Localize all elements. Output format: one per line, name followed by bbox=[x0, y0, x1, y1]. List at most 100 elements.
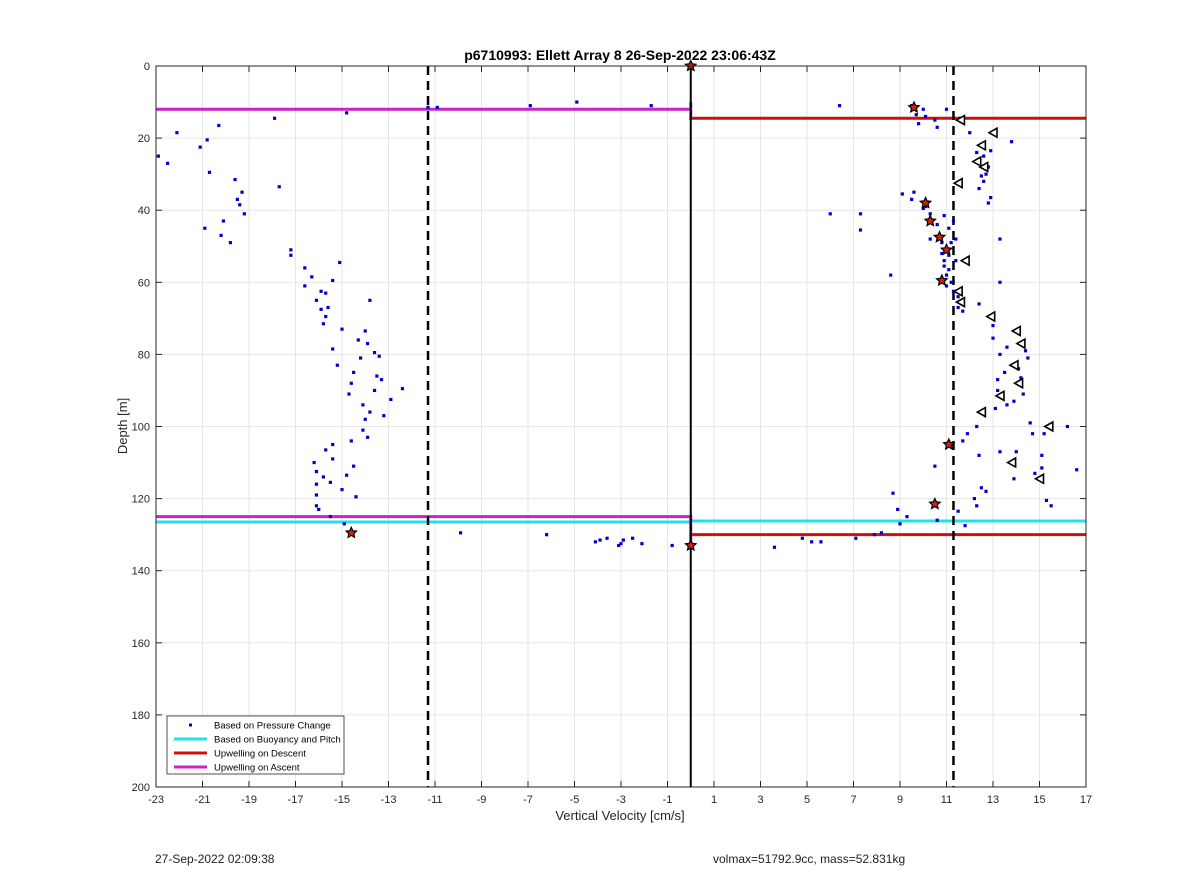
y-axis-label: Depth [m] bbox=[115, 398, 130, 454]
y-tick-label: 200 bbox=[132, 782, 150, 794]
data-point bbox=[365, 341, 370, 346]
y-tick-label: 20 bbox=[138, 133, 150, 145]
data-point bbox=[372, 388, 377, 393]
data-point bbox=[528, 104, 532, 108]
data-point bbox=[363, 329, 367, 333]
data-point bbox=[207, 170, 212, 174]
data-point bbox=[240, 190, 244, 194]
x-tick-label: 15 bbox=[1033, 794, 1045, 806]
y-tick-label: 80 bbox=[138, 349, 150, 361]
data-point bbox=[891, 491, 895, 495]
y-tick-label: 160 bbox=[132, 638, 150, 650]
data-point bbox=[272, 116, 277, 120]
triangle-marker bbox=[954, 114, 966, 126]
star-marker bbox=[928, 497, 942, 510]
data-point bbox=[317, 507, 321, 512]
x-tick-label: -9 bbox=[477, 794, 487, 806]
x-tick-label: 7 bbox=[850, 794, 856, 806]
data-point bbox=[319, 289, 323, 293]
data-point bbox=[340, 487, 344, 492]
data-point bbox=[858, 212, 863, 216]
data-point bbox=[935, 125, 939, 129]
data-point bbox=[375, 374, 379, 378]
legend: Based on Pressure Change Based on Buoyanc… bbox=[166, 715, 345, 775]
data-point bbox=[314, 469, 319, 474]
triangle-marker bbox=[975, 139, 987, 152]
data-point bbox=[363, 417, 367, 421]
data-point bbox=[324, 314, 328, 319]
data-point bbox=[331, 442, 335, 447]
data-point bbox=[349, 381, 353, 385]
triangle-marker bbox=[1043, 420, 1054, 433]
data-point bbox=[324, 448, 328, 452]
data-point bbox=[598, 538, 602, 542]
data-point bbox=[219, 233, 223, 238]
data-point bbox=[228, 241, 232, 245]
data-point bbox=[772, 545, 777, 549]
data-point bbox=[956, 509, 960, 513]
data-point bbox=[828, 212, 832, 216]
data-layer bbox=[156, 59, 1086, 787]
data-point bbox=[912, 190, 916, 194]
data-point bbox=[900, 192, 904, 196]
data-point bbox=[349, 439, 353, 443]
data-point bbox=[998, 280, 1002, 284]
data-point bbox=[998, 352, 1002, 356]
star-marker bbox=[935, 273, 949, 287]
data-point bbox=[621, 538, 625, 542]
data-point bbox=[435, 105, 439, 110]
x-tick-label: -7 bbox=[523, 794, 533, 806]
data-point bbox=[944, 284, 949, 288]
data-point bbox=[854, 536, 858, 540]
data-point bbox=[979, 486, 983, 490]
data-point bbox=[426, 105, 430, 110]
footer-timestamp: 27-Sep-2022 02:09:38 bbox=[155, 852, 275, 866]
data-point bbox=[928, 237, 932, 241]
x-axis-label: Vertical Velocity [cm/s] bbox=[555, 808, 684, 823]
data-point bbox=[303, 284, 307, 288]
data-point bbox=[233, 177, 237, 182]
star-marker bbox=[932, 230, 947, 243]
data-point bbox=[1003, 370, 1007, 375]
data-point bbox=[961, 439, 965, 443]
legend-label: Based on Pressure Change bbox=[214, 721, 331, 732]
x-tick-label: 1 bbox=[711, 794, 717, 806]
data-point bbox=[914, 113, 918, 117]
data-point bbox=[314, 504, 319, 508]
y-tick-label: 180 bbox=[132, 710, 150, 722]
star-marker bbox=[684, 538, 698, 552]
triangle-marker bbox=[975, 406, 987, 418]
data-point bbox=[361, 428, 365, 432]
data-point bbox=[837, 104, 842, 108]
data-point bbox=[935, 518, 939, 522]
star-marker bbox=[344, 525, 358, 539]
data-point bbox=[947, 253, 951, 257]
data-point bbox=[896, 507, 900, 512]
data-point bbox=[205, 138, 209, 142]
data-point bbox=[942, 214, 946, 218]
data-point bbox=[340, 327, 344, 331]
data-point bbox=[1012, 477, 1016, 481]
data-point bbox=[368, 298, 372, 302]
x-tick-label: -13 bbox=[381, 794, 397, 806]
data-point bbox=[372, 350, 377, 355]
data-point bbox=[631, 536, 635, 540]
data-point bbox=[947, 226, 951, 230]
triangle-marker bbox=[952, 177, 963, 190]
star-marker bbox=[939, 242, 954, 256]
x-tick-label: 17 bbox=[1080, 794, 1092, 806]
data-point bbox=[951, 219, 956, 223]
data-point bbox=[819, 540, 823, 544]
triangle-marker bbox=[985, 310, 996, 323]
data-point bbox=[1075, 468, 1079, 472]
data-point bbox=[1005, 403, 1009, 407]
y-tick-label: 140 bbox=[132, 566, 150, 578]
data-point bbox=[365, 435, 370, 439]
triangle-marker bbox=[1010, 325, 1022, 337]
data-point bbox=[235, 197, 239, 201]
data-point bbox=[1040, 466, 1044, 470]
data-point bbox=[986, 201, 990, 205]
data-point bbox=[928, 212, 932, 216]
data-point bbox=[335, 363, 339, 367]
